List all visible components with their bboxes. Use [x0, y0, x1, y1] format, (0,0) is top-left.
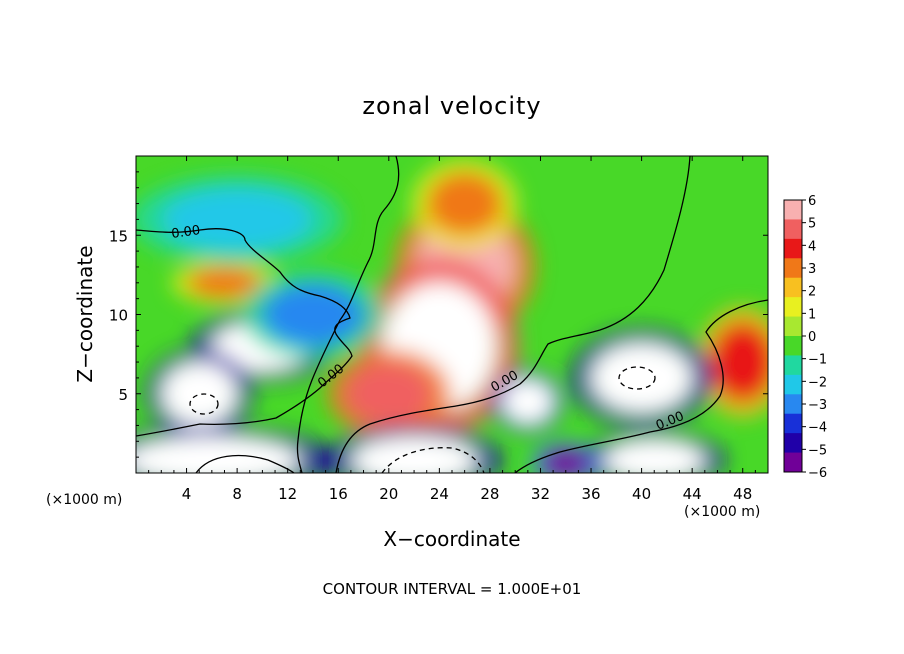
- negative-contour-b: [618, 366, 656, 390]
- zero-contour-mid: [296, 156, 400, 473]
- colorbar-label-2: 4: [808, 239, 816, 254]
- heat-core-2: [344, 362, 434, 426]
- x-unit-left: (×1000 m): [46, 492, 122, 508]
- heat-core-7: [161, 362, 238, 426]
- x-tick-label-7: 32: [531, 485, 550, 503]
- positive-contour-bottom: [195, 454, 295, 473]
- x-tick-label-3: 16: [329, 485, 348, 503]
- y-tick-label-2: 15: [109, 227, 128, 245]
- heat-core-5: [711, 322, 768, 402]
- heat-core-13: [350, 436, 478, 473]
- contour-lines: [136, 156, 768, 473]
- colorbar-segment-6: [784, 316, 802, 337]
- colorbar-segment-0: [784, 200, 802, 220]
- x-tick-label-4: 20: [379, 485, 398, 503]
- x-tick-label-5: 24: [430, 485, 449, 503]
- zero-contour-right: [335, 156, 691, 473]
- colorbar-segment-2: [784, 238, 802, 259]
- x-tick-label-2: 12: [278, 485, 297, 503]
- colorbar-label-7: −1: [808, 353, 827, 368]
- negative-contour-c: [381, 447, 485, 473]
- colorbar-segment-3: [784, 258, 802, 279]
- x-tick-label-11: 48: [733, 485, 752, 503]
- x-tick-label-6: 28: [480, 485, 499, 503]
- colorbar-segment-7: [784, 336, 802, 356]
- heat-core-14: [603, 439, 705, 473]
- x-unit-right: (×1000 m): [684, 504, 760, 520]
- colorbar-segment-10: [784, 394, 802, 415]
- x-tick-label-8: 36: [581, 485, 600, 503]
- x-tick-label-1: 8: [232, 485, 242, 503]
- heat-core-15: [540, 447, 592, 473]
- colorbar-label-12: −6: [808, 466, 827, 481]
- y-tick-label-0: 5: [118, 386, 128, 404]
- heat-core-3: [426, 171, 503, 236]
- heat-core-4: [186, 266, 263, 299]
- colorbar-segment-13: [784, 452, 802, 473]
- contour-interval-text: CONTOUR INTERVAL = 1.000E+01: [323, 580, 582, 598]
- colorbar-segment-1: [784, 219, 802, 240]
- colorbar-segment-11: [784, 413, 802, 434]
- colorbar-label-0: 6: [808, 194, 816, 209]
- x-axis-label: X−coordinate: [383, 527, 520, 551]
- colorbar-segment-12: [784, 433, 802, 454]
- colorbar-segment-9: [784, 374, 802, 395]
- zero-contour-left: [136, 228, 353, 437]
- colorbar-label-10: −4: [808, 421, 827, 436]
- colorbar-label-1: 5: [808, 217, 816, 232]
- colorbar-label-6: 0: [808, 330, 816, 345]
- x-tick-label-10: 44: [683, 485, 702, 503]
- y-axis-ticks: 5 10 15: [109, 171, 768, 458]
- contour-label-0: 0.00: [170, 223, 201, 242]
- y-axis-label: Z−coordinate: [73, 245, 97, 382]
- heat-core-9: [502, 379, 554, 424]
- colorbar-label-9: −3: [808, 398, 827, 413]
- zero-contour-lower-right: [514, 299, 768, 473]
- colorbar-label-11: −5: [808, 443, 827, 458]
- colorbar-segment-8: [784, 355, 802, 376]
- colorbar: 6 5 4 3 2 1 0 −1 −2 −3 −4 −5 −6: [783, 194, 827, 481]
- heat-core-10: [262, 282, 364, 347]
- y-tick-label-1: 10: [109, 307, 128, 325]
- colorbar-segment-4: [784, 277, 802, 298]
- colorbar-label-5: 1: [808, 307, 816, 322]
- heatmap-field: [136, 159, 768, 473]
- heat-core-11: [161, 187, 313, 252]
- x-tick-label-0: 4: [182, 485, 192, 503]
- heat-core-8: [591, 343, 693, 413]
- heat-core-12: [136, 436, 301, 473]
- colorbar-label-8: −2: [808, 375, 827, 390]
- x-tick-label-9: 40: [632, 485, 651, 503]
- negative-contour-a: [189, 393, 219, 415]
- colorbar-label-3: 3: [808, 262, 816, 277]
- chart-title: zonal velocity: [362, 92, 541, 120]
- x-axis-ticks: 4 8 12 16 20 24 28 32 36 40 44 48: [148, 156, 756, 503]
- colorbar-label-4: 2: [808, 285, 816, 300]
- plot-area: 0.00 0.00 0.00 0.00: [136, 156, 768, 473]
- colorbar-segment-5: [784, 297, 802, 318]
